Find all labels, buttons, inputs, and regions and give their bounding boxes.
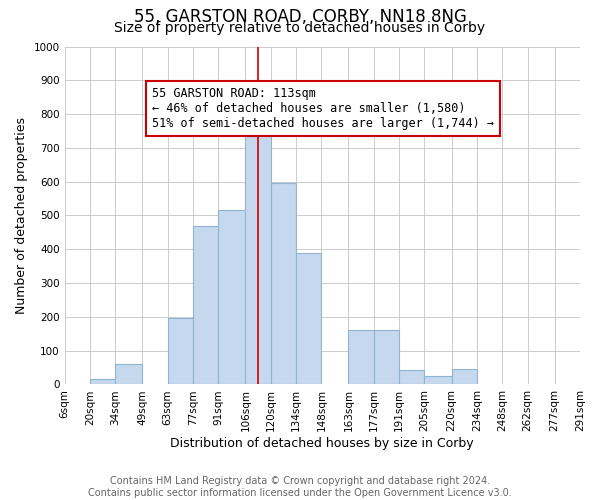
Bar [424, 376, 452, 384]
Bar [374, 330, 399, 384]
Text: Size of property relative to detached houses in Corby: Size of property relative to detached ho… [115, 21, 485, 35]
Bar [349, 330, 374, 384]
Bar [115, 364, 142, 384]
X-axis label: Distribution of detached houses by size in Corby: Distribution of detached houses by size … [170, 437, 474, 450]
Bar [296, 252, 322, 384]
Y-axis label: Number of detached properties: Number of detached properties [15, 117, 28, 314]
Bar [167, 318, 193, 384]
Text: 55 GARSTON ROAD: 113sqm
← 46% of detached houses are smaller (1,580)
51% of semi: 55 GARSTON ROAD: 113sqm ← 46% of detache… [152, 87, 494, 130]
Bar [90, 380, 115, 384]
Bar [271, 182, 296, 384]
Bar [452, 369, 477, 384]
Bar [245, 128, 271, 384]
Text: Contains HM Land Registry data © Crown copyright and database right 2024.
Contai: Contains HM Land Registry data © Crown c… [88, 476, 512, 498]
Text: 55, GARSTON ROAD, CORBY, NN18 8NG: 55, GARSTON ROAD, CORBY, NN18 8NG [134, 8, 466, 26]
Bar [193, 226, 218, 384]
Bar [399, 370, 424, 384]
Bar [218, 210, 245, 384]
